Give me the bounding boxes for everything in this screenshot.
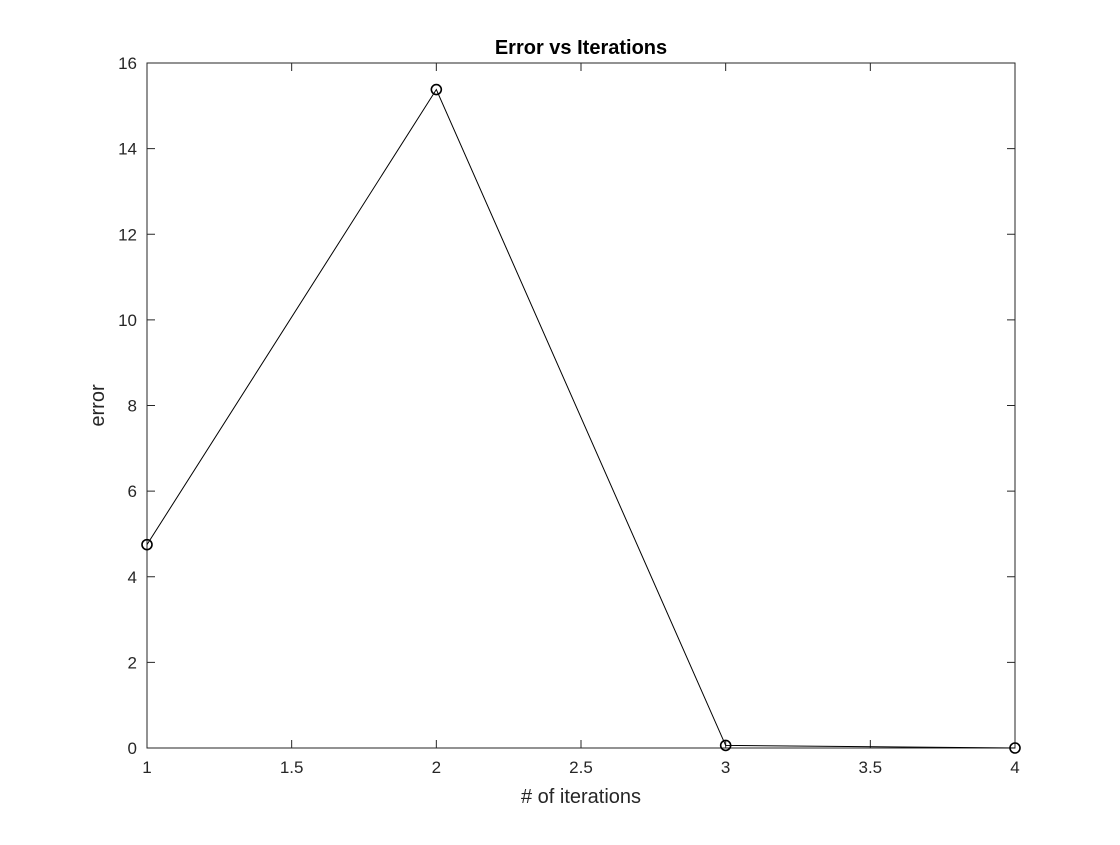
y-tick-label: 6: [128, 482, 137, 501]
y-tick-label: 14: [118, 140, 137, 159]
y-tick-label: 16: [118, 54, 137, 73]
x-tick-label: 2.5: [569, 758, 593, 777]
x-tick-label: 3: [721, 758, 730, 777]
axes: [146, 62, 1016, 749]
data-series: [141, 83, 1021, 754]
plot-area-frame: [146, 62, 1016, 749]
x-tick-label: 2: [432, 758, 441, 777]
data-point-marker: [1009, 742, 1021, 754]
y-tick-label: 8: [128, 397, 137, 416]
data-point-marker: [430, 83, 443, 96]
ticks: 1 1.5 2 2.5 3 3.5 4 0 2 4 6 8 10 12 14 16: [118, 54, 1020, 777]
y-tick-label: 12: [118, 225, 137, 244]
x-tick-label: 1: [142, 758, 151, 777]
y-tick-label: 10: [118, 311, 137, 330]
series-line: [146, 88, 1016, 749]
x-axis-label: # of iterations: [521, 786, 641, 808]
y-tick-label: 4: [128, 568, 137, 587]
y-tick-label: 0: [128, 739, 137, 758]
x-tick-label: 3.5: [859, 758, 883, 777]
chart-title: Error vs Iterations: [495, 37, 667, 59]
x-tick-label: 1.5: [280, 758, 304, 777]
data-point-marker: [141, 538, 153, 551]
x-tick-label: 4: [1010, 758, 1019, 777]
data-point-marker: [719, 739, 732, 752]
y-axis-label: error: [87, 384, 109, 427]
y-tick-label: 2: [128, 653, 137, 672]
